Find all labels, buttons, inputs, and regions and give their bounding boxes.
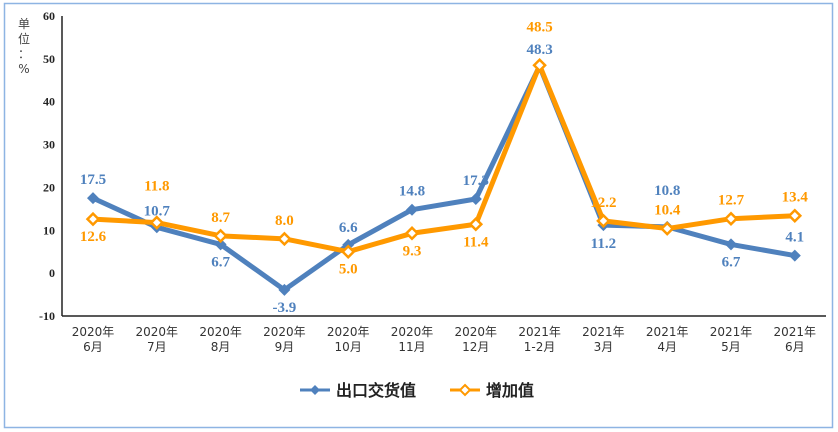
hollow-diamond-marker bbox=[532, 58, 547, 73]
y-tick-label: 60 bbox=[43, 9, 55, 23]
data-label: 12.2 bbox=[590, 195, 616, 211]
series-value-added bbox=[85, 58, 803, 259]
x-tick-label: 2021年 bbox=[710, 325, 753, 339]
data-label: 48.3 bbox=[526, 42, 552, 58]
x-tick-label: 2021年 bbox=[774, 325, 817, 339]
hollow-diamond-marker bbox=[85, 211, 101, 227]
y-tick-label: 0 bbox=[49, 266, 55, 280]
series-line bbox=[91, 63, 796, 293]
x-tick-label: 10月 bbox=[335, 340, 362, 354]
data-label: 8.7 bbox=[211, 210, 230, 226]
x-tick-label: 9月 bbox=[275, 340, 295, 354]
data-label: 8.0 bbox=[275, 213, 294, 229]
x-tick-label: 1-2月 bbox=[524, 340, 556, 354]
x-tick-label: 2020年 bbox=[327, 325, 370, 339]
data-label: 11.4 bbox=[463, 234, 489, 250]
data-label: 10.7 bbox=[144, 203, 171, 219]
x-tick-label: 2021年 bbox=[646, 325, 689, 339]
hollow-diamond-marker bbox=[340, 244, 356, 259]
legend-label: 出口交货值 bbox=[336, 381, 416, 400]
y-tick-label: 40 bbox=[43, 95, 55, 109]
data-label: 6.6 bbox=[339, 220, 358, 236]
hollow-diamond-marker bbox=[149, 215, 165, 230]
series-export-delivery bbox=[87, 60, 801, 296]
filled-diamond-marker bbox=[278, 283, 291, 296]
data-label: 5.0 bbox=[339, 262, 358, 278]
legend-marker-icon bbox=[458, 383, 472, 397]
data-label: 4.1 bbox=[785, 230, 804, 246]
series-line bbox=[92, 62, 795, 255]
data-label: 6.7 bbox=[211, 254, 230, 270]
y-tick-label: 30 bbox=[43, 138, 55, 152]
unit-label: % bbox=[18, 62, 29, 76]
x-tick-label: 12月 bbox=[462, 340, 489, 354]
hollow-diamond-marker bbox=[596, 213, 611, 229]
data-label: 13.4 bbox=[782, 190, 809, 206]
x-tick-label: 5月 bbox=[721, 340, 741, 354]
legend-label: 增加值 bbox=[486, 381, 534, 400]
data-label: 11.2 bbox=[591, 236, 616, 252]
data-label: 12.6 bbox=[80, 229, 107, 245]
legend-marker-icon bbox=[310, 385, 320, 395]
x-tick-label: 7月 bbox=[147, 340, 167, 354]
filled-diamond-marker bbox=[469, 193, 482, 205]
x-tick-label: 11月 bbox=[398, 340, 425, 354]
x-tick-label: 2020年 bbox=[72, 325, 115, 339]
y-tick-label: 50 bbox=[43, 52, 55, 66]
unit-label: 位 bbox=[18, 31, 30, 46]
x-tick-label: 3月 bbox=[594, 340, 614, 354]
filled-diamond-marker bbox=[725, 238, 737, 251]
x-tick-label: 6月 bbox=[83, 340, 103, 354]
data-label: 9.3 bbox=[403, 243, 422, 259]
y-tick-label: -10 bbox=[39, 309, 55, 323]
filled-diamond-marker bbox=[406, 203, 418, 216]
y-tick-label: 20 bbox=[43, 180, 55, 194]
chart-frame bbox=[3, 2, 834, 429]
hollow-diamond-marker bbox=[787, 208, 803, 223]
data-label: 10.8 bbox=[654, 183, 680, 199]
filled-diamond-marker bbox=[788, 249, 801, 262]
data-label: 11.8 bbox=[144, 179, 169, 195]
hollow-diamond-marker bbox=[723, 211, 739, 226]
data-label: 6.7 bbox=[722, 254, 741, 270]
data-label: 17.3 bbox=[463, 173, 489, 189]
filled-diamond-marker bbox=[87, 192, 99, 205]
x-tick-label: 2020年 bbox=[391, 325, 434, 339]
unit-label: ： bbox=[18, 47, 30, 61]
y-tick-label: 10 bbox=[43, 223, 55, 237]
x-tick-label: 2021年 bbox=[518, 325, 561, 339]
x-tick-label: 6月 bbox=[785, 340, 805, 354]
data-label: 17.5 bbox=[80, 172, 106, 188]
hollow-diamond-marker bbox=[468, 217, 484, 232]
unit-label: 单 bbox=[18, 17, 30, 31]
x-tick-label: 2020年 bbox=[263, 325, 306, 339]
x-tick-label: 8月 bbox=[211, 340, 231, 354]
x-tick-label: 4月 bbox=[657, 340, 677, 354]
hollow-diamond-marker bbox=[213, 228, 228, 244]
x-tick-label: 2020年 bbox=[136, 325, 179, 339]
x-tick-label: 2020年 bbox=[455, 325, 498, 339]
hollow-diamond-marker bbox=[659, 221, 675, 236]
hollow-diamond-marker bbox=[404, 226, 420, 241]
x-tick-label: 2021年 bbox=[582, 325, 625, 339]
data-label: 10.4 bbox=[654, 203, 681, 219]
data-label: 48.5 bbox=[526, 19, 552, 35]
data-label: 12.7 bbox=[718, 193, 745, 209]
data-label: -3.9 bbox=[273, 300, 297, 316]
hollow-diamond-marker bbox=[277, 231, 292, 247]
filled-diamond-marker bbox=[214, 238, 227, 251]
x-tick-label: 2020年 bbox=[199, 325, 242, 339]
data-label: 14.8 bbox=[399, 184, 425, 200]
